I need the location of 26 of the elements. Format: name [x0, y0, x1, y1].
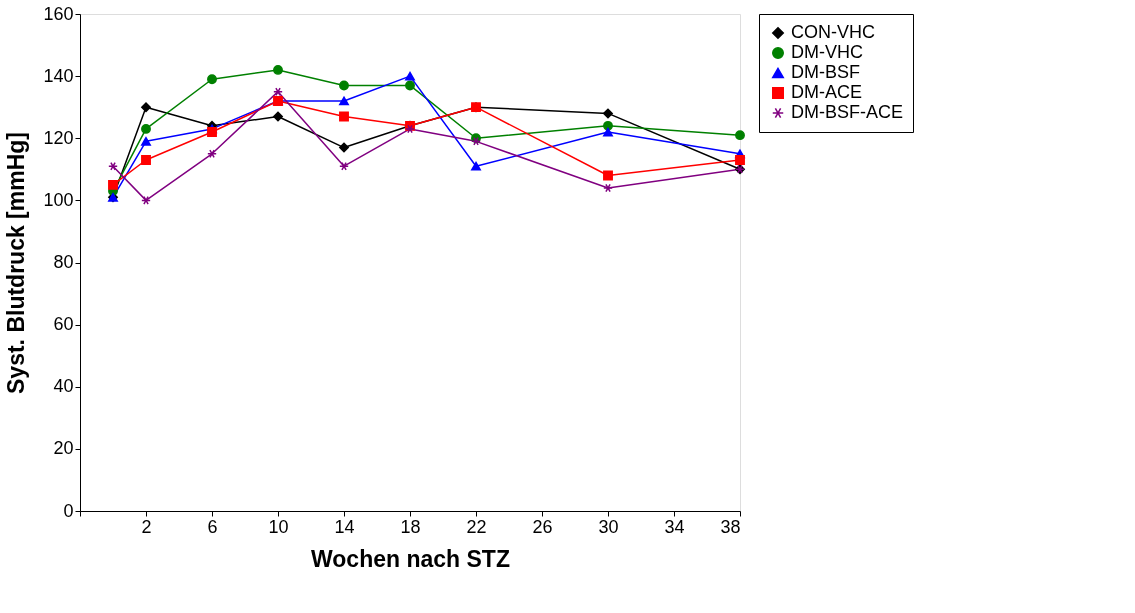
- y-tick-label: 120: [43, 127, 74, 148]
- y-tick-label: 40: [53, 376, 74, 397]
- x-tick-label: 30: [598, 516, 619, 537]
- y-axis-title: Syst. Blutdruck [mmHg]: [3, 132, 30, 394]
- y-tick-label: 20: [53, 438, 74, 459]
- x-tick-label: 6: [207, 516, 218, 537]
- legend-label: DM-BSF: [791, 62, 860, 82]
- legend-label: DM-VHC: [791, 42, 863, 62]
- y-tick-label: 160: [43, 3, 74, 24]
- y-tick-label: 100: [43, 189, 74, 210]
- x-tick-label: 18: [400, 516, 421, 537]
- y-tick-label: 60: [53, 314, 74, 335]
- x-tick-label: 26: [532, 516, 553, 537]
- x-tick-label: 2: [141, 516, 152, 537]
- x-axis-title: Wochen nach STZ: [311, 545, 510, 572]
- x-tick-label: 34: [664, 516, 685, 537]
- y-tick-label: 140: [43, 65, 74, 86]
- x-tick-label: 38: [720, 516, 741, 537]
- legend-label: DM-ACE: [791, 82, 862, 102]
- legend-label: DM-BSF-ACE: [791, 102, 903, 122]
- x-tick-label: 14: [334, 516, 355, 537]
- x-tick-label: 22: [466, 516, 487, 537]
- y-tick-label: 0: [63, 500, 74, 521]
- legend-label: CON-VHC: [791, 22, 875, 42]
- y-tick-label: 80: [53, 252, 74, 272]
- x-tick-label: 10: [268, 516, 289, 537]
